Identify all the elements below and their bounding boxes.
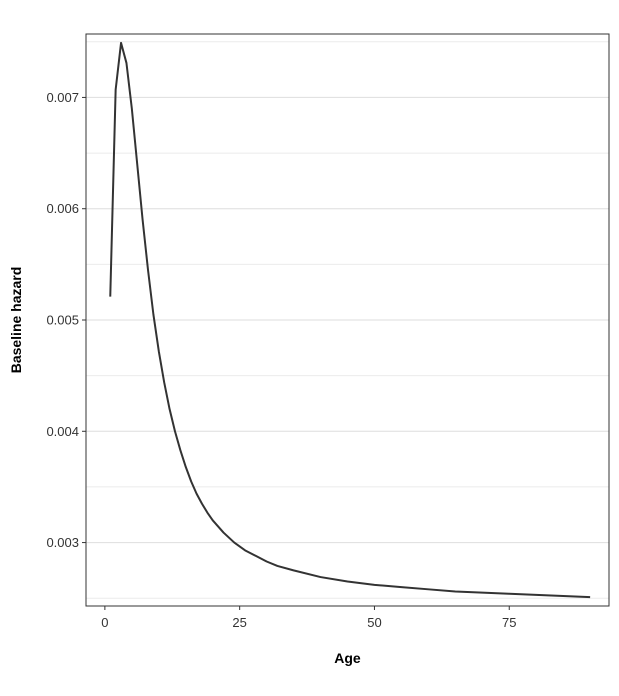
y-axis: 0.003 0.004 0.005 0.006 0.007 (46, 90, 86, 550)
gridlines (86, 41, 609, 599)
x-tick-label: 75 (502, 615, 516, 630)
data-layer (109, 41, 591, 599)
x-axis-title: Age (334, 650, 361, 666)
y-tick-label: 0.006 (46, 201, 79, 216)
x-axis: 0 25 50 75 (101, 606, 516, 630)
x-tick-label: 25 (232, 615, 246, 630)
hazard-line (109, 41, 591, 599)
y-tick-label: 0.003 (46, 535, 79, 550)
y-axis-title: Baseline hazard (8, 267, 24, 374)
y-tick-label: 0.005 (46, 313, 79, 328)
y-tick-label: 0.007 (46, 90, 79, 105)
x-tick-label: 0 (101, 615, 108, 630)
y-tick-label: 0.004 (46, 424, 79, 439)
x-tick-label: 50 (367, 615, 381, 630)
